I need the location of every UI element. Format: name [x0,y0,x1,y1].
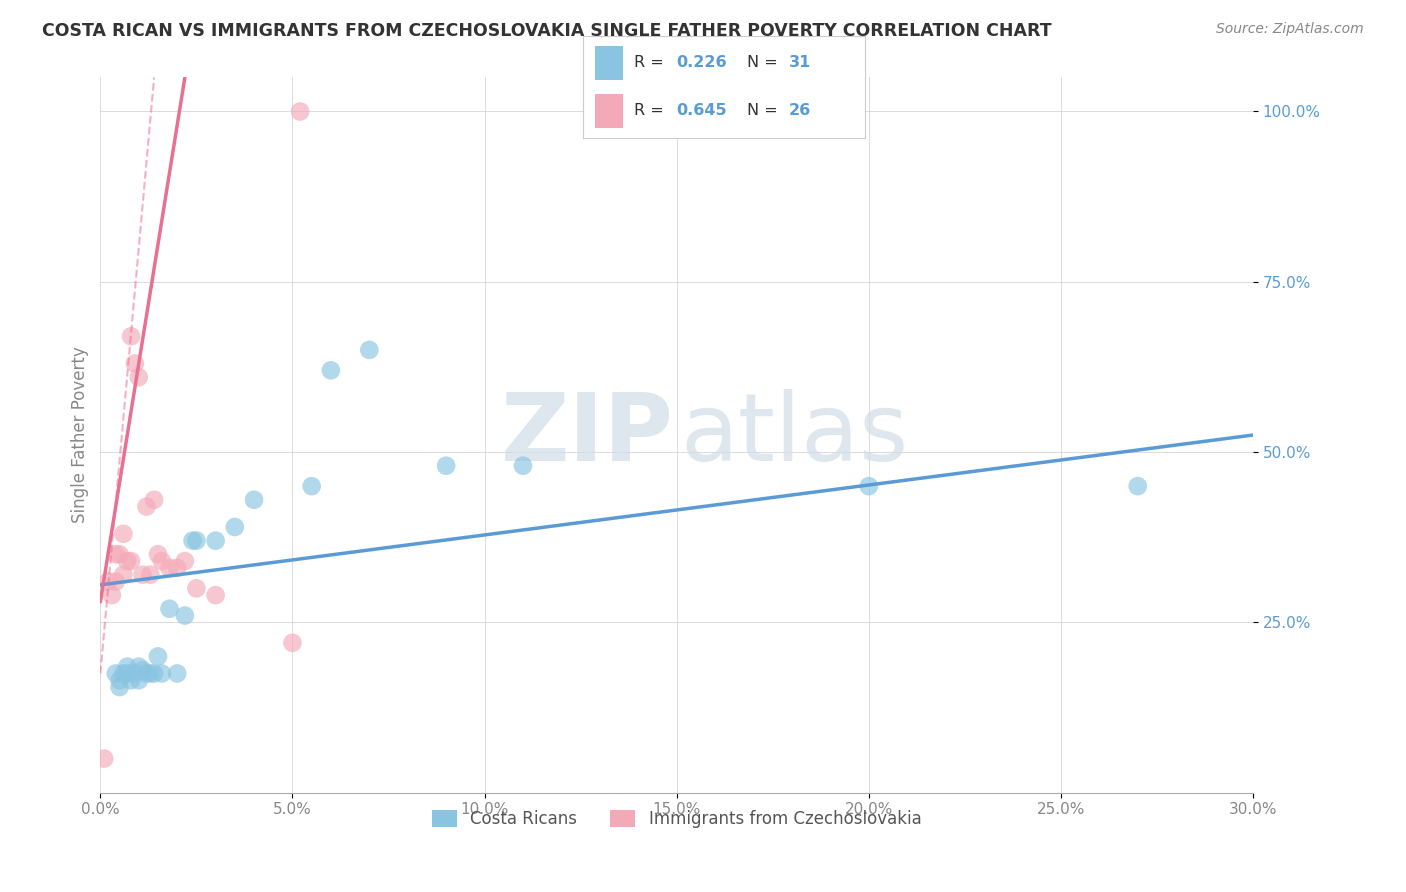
Point [143,492,166,507]
Bar [595,95,623,128]
Point [128,673,150,688]
Point [150,554,173,568]
Point [858,479,880,493]
Point [173,554,195,568]
Point [104,547,127,561]
Bar [595,45,623,79]
Point [120,673,142,688]
Point [104,574,127,589]
Point [135,666,157,681]
Point [434,458,457,473]
Point [139,666,162,681]
Text: atlas: atlas [681,389,908,481]
Point [143,666,166,681]
Point [186,533,208,548]
Point [120,554,142,568]
Point [204,588,226,602]
Point [104,666,127,681]
Point [139,567,162,582]
Point [97,574,120,589]
Point [135,500,157,514]
Point [146,547,169,561]
Point [108,673,131,688]
Point [1126,479,1149,493]
Point [112,567,135,582]
Point [224,520,246,534]
Text: N =: N = [747,54,783,70]
Point [93,751,115,765]
Text: COSTA RICAN VS IMMIGRANTS FROM CZECHOSLOVAKIA SINGLE FATHER POVERTY CORRELATION : COSTA RICAN VS IMMIGRANTS FROM CZECHOSLO… [42,22,1052,40]
Point [159,601,181,615]
Text: R =: R = [634,103,669,118]
Point [124,357,146,371]
Point [166,666,188,681]
Text: 0.645: 0.645 [676,103,727,118]
Text: N =: N = [747,103,783,118]
Point [204,533,226,548]
Point [301,479,323,493]
Point [319,363,342,377]
Point [108,547,131,561]
Point [159,561,181,575]
Point [117,659,139,673]
Point [281,636,304,650]
Point [288,104,311,119]
Point [128,370,150,384]
Point [112,666,135,681]
Text: ZIP: ZIP [501,389,673,481]
Point [131,567,153,582]
Point [131,663,153,677]
Point [243,492,266,507]
Text: 0.226: 0.226 [676,54,727,70]
Point [166,561,188,575]
Text: 26: 26 [789,103,811,118]
Text: Source: ZipAtlas.com: Source: ZipAtlas.com [1216,22,1364,37]
Point [359,343,381,357]
Point [173,608,195,623]
Point [124,666,146,681]
Point [128,659,150,673]
Point [181,533,204,548]
Point [186,582,208,596]
Y-axis label: Single Father Poverty: Single Father Poverty [72,347,89,524]
Point [108,680,131,694]
Text: 31: 31 [789,54,811,70]
Legend: Costa Ricans, Immigrants from Czechoslovakia: Costa Ricans, Immigrants from Czechoslov… [425,803,928,834]
Point [101,588,124,602]
Point [512,458,534,473]
Point [120,329,142,343]
Text: R =: R = [634,54,669,70]
Point [117,554,139,568]
Point [112,526,135,541]
Point [117,666,139,681]
Point [150,666,173,681]
Point [146,649,169,664]
